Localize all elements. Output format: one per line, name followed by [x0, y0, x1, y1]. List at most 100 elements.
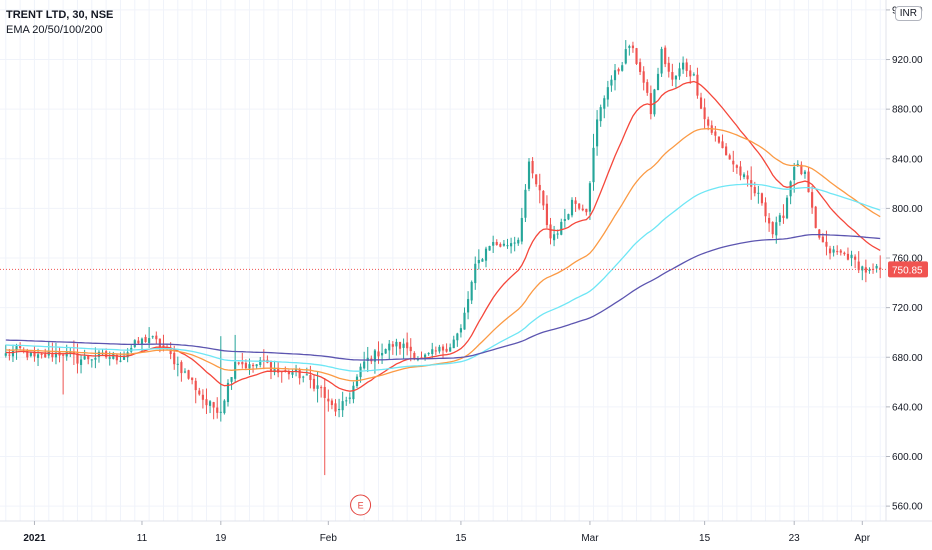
candle-body — [449, 347, 452, 352]
candle — [728, 153, 731, 160]
candle-body — [438, 346, 441, 352]
candle-body — [434, 350, 437, 352]
candle-body — [757, 192, 760, 194]
candle — [456, 332, 459, 347]
candle-body — [524, 189, 527, 218]
candle-body — [678, 68, 681, 77]
candle-body — [36, 354, 40, 358]
candle — [510, 237, 513, 254]
candle-body — [725, 146, 728, 156]
y-tick-label: 680.00 — [892, 353, 923, 364]
candle-body — [108, 357, 111, 359]
candle — [33, 345, 36, 362]
candle-body — [868, 269, 871, 271]
candle — [130, 344, 133, 354]
candle-body — [62, 354, 65, 356]
candle-body — [692, 74, 695, 76]
candle — [599, 104, 602, 127]
candle-body — [517, 239, 520, 244]
candle — [191, 377, 194, 385]
candle-body — [811, 192, 814, 208]
currency-badge[interactable]: INR — [894, 6, 922, 21]
earnings-event-marker[interactable]: E — [350, 494, 372, 516]
candle — [205, 388, 208, 414]
candle — [578, 203, 581, 211]
candle — [782, 204, 785, 224]
ema-line-200 — [5, 233, 881, 361]
candle-body — [714, 131, 717, 136]
candle-body — [395, 341, 398, 347]
candle — [725, 143, 728, 156]
candle-body — [420, 357, 423, 359]
candle — [535, 174, 538, 187]
candle-body — [785, 197, 789, 219]
candle — [674, 75, 678, 88]
candle — [29, 352, 32, 358]
candle-body — [635, 48, 638, 64]
candle — [216, 397, 219, 419]
candle-body — [205, 399, 208, 406]
candle-body — [219, 411, 222, 413]
symbol-title[interactable]: TRENT LTD, 30, NSE — [6, 9, 114, 21]
candle — [363, 351, 366, 370]
candle-body — [656, 73, 660, 90]
candle — [760, 192, 764, 206]
candle-body — [176, 363, 179, 365]
candle — [309, 365, 312, 389]
candle — [133, 339, 136, 349]
candle — [459, 324, 462, 338]
candle — [631, 41, 635, 53]
candle-body — [262, 359, 265, 362]
candle — [828, 245, 832, 260]
candle — [312, 375, 316, 392]
candle — [474, 256, 477, 290]
candle-body — [660, 48, 663, 74]
candle-body — [585, 208, 588, 213]
candle-body — [144, 336, 147, 342]
candle-body — [649, 93, 652, 115]
candle-body — [424, 354, 427, 358]
candle-body — [592, 147, 595, 183]
indicator-label[interactable]: EMA 20/50/100/200 — [6, 24, 103, 36]
candle-body — [717, 136, 721, 143]
candle-body — [169, 348, 172, 355]
y-tick-label: 880.00 — [892, 105, 923, 116]
candle — [499, 242, 502, 248]
y-tick-label: 640.00 — [892, 402, 923, 413]
candle — [449, 343, 452, 352]
candle-body — [563, 219, 566, 221]
candle — [381, 343, 384, 364]
y-tick-label: 720.00 — [892, 303, 923, 314]
candle — [187, 369, 190, 380]
candle-body — [721, 141, 724, 149]
candle — [294, 364, 298, 377]
candle — [72, 340, 75, 366]
candle — [671, 63, 674, 87]
candle-body — [291, 372, 294, 375]
candle — [667, 56, 670, 78]
candle-body — [764, 202, 767, 217]
candle — [302, 375, 305, 383]
candle-body — [750, 180, 753, 187]
candle — [624, 40, 627, 65]
candle — [305, 367, 308, 376]
candle — [710, 120, 713, 135]
candle-body — [452, 339, 455, 349]
candle — [230, 376, 233, 390]
candle-body — [631, 45, 635, 49]
candle-body — [33, 351, 36, 357]
candle — [8, 348, 11, 361]
y-tick-label: 600.00 — [892, 452, 923, 463]
candle-body — [83, 356, 86, 360]
candle — [94, 347, 97, 369]
candle-body — [269, 362, 273, 372]
candle-body — [244, 362, 247, 369]
candle-body — [119, 360, 122, 362]
candle — [298, 367, 301, 385]
candle-body — [431, 349, 434, 354]
candle — [341, 391, 344, 417]
candle — [646, 79, 649, 96]
candle — [850, 250, 853, 267]
